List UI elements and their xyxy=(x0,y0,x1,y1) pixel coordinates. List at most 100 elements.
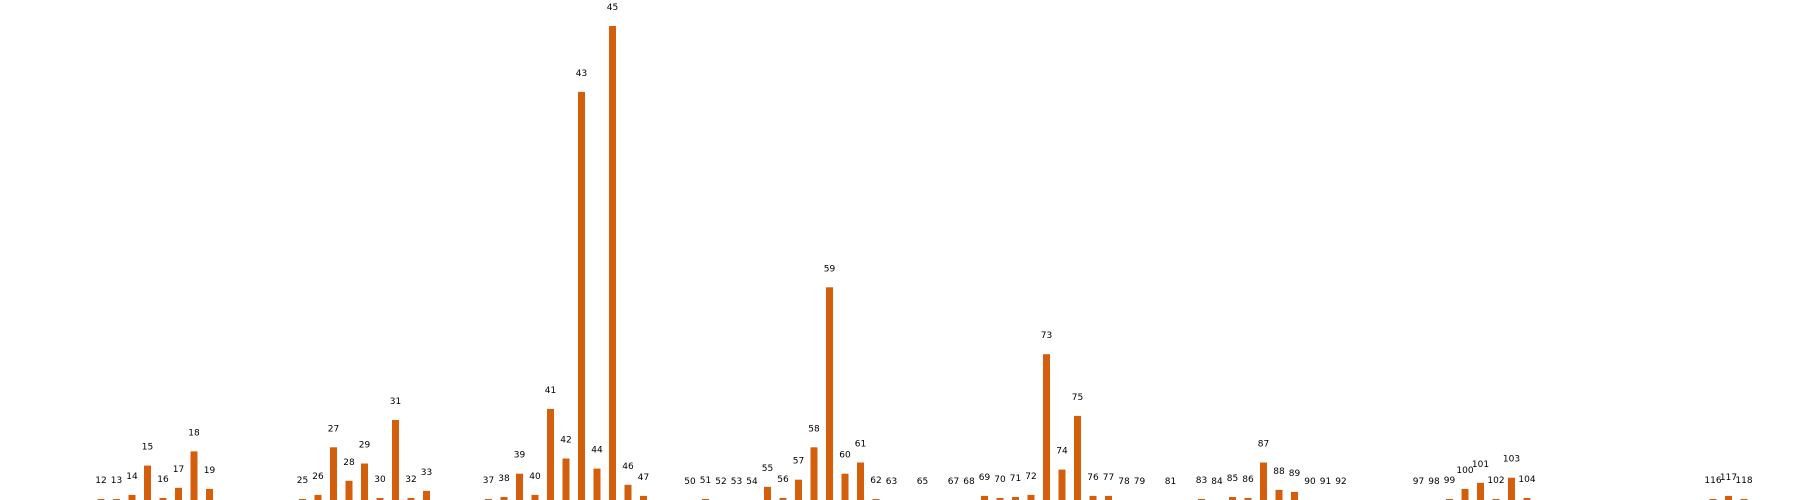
data-label-102: 102 xyxy=(1487,476,1504,486)
data-label-83: 83 xyxy=(1196,476,1207,486)
bar-31 xyxy=(392,420,399,500)
data-label-50: 50 xyxy=(684,477,696,487)
data-label-13: 13 xyxy=(111,476,122,486)
bar-41 xyxy=(547,408,554,500)
bar-76 xyxy=(1089,495,1097,500)
data-label-75: 75 xyxy=(1072,393,1083,403)
data-label-79: 79 xyxy=(1134,477,1146,487)
data-label-39: 39 xyxy=(514,451,526,461)
data-label-43: 43 xyxy=(576,69,587,79)
bar-100 xyxy=(1461,488,1469,500)
data-label-54: 54 xyxy=(746,477,758,487)
data-label-65: 65 xyxy=(917,477,928,487)
data-label-69: 69 xyxy=(979,473,991,483)
data-label-60: 60 xyxy=(839,451,851,461)
data-label-28: 28 xyxy=(343,458,355,468)
bar-56 xyxy=(779,498,787,500)
bar-43 xyxy=(578,91,585,500)
data-label-57: 57 xyxy=(793,457,804,467)
data-label-26: 26 xyxy=(312,472,324,482)
bar-42 xyxy=(562,458,570,500)
data-label-67: 67 xyxy=(948,477,959,487)
bar-series xyxy=(97,26,1748,500)
data-label-17: 17 xyxy=(173,465,184,475)
data-labels: 12 13 14 15 16 17 18 19 25 26 27 28 29 30 31 32 33 37 38 39… xyxy=(95,3,1753,487)
data-label-61: 61 xyxy=(855,440,866,450)
data-label-41: 41 xyxy=(545,386,556,396)
data-label-59: 59 xyxy=(824,264,836,274)
bar-40 xyxy=(531,494,539,500)
data-label-74: 74 xyxy=(1056,447,1068,457)
data-label-88: 88 xyxy=(1273,467,1285,477)
bar-44 xyxy=(593,468,601,500)
bar-75 xyxy=(1074,415,1081,500)
bar-60 xyxy=(841,473,849,500)
bar-18 xyxy=(190,451,198,500)
data-label-56: 56 xyxy=(777,475,789,485)
data-label-68: 68 xyxy=(963,477,975,487)
bar-55 xyxy=(764,486,771,500)
data-label-78: 78 xyxy=(1118,477,1130,487)
data-label-53: 53 xyxy=(731,477,742,487)
bar-70 xyxy=(996,498,1004,500)
bar-58 xyxy=(810,447,818,500)
data-label-44: 44 xyxy=(591,446,603,456)
data-label-55: 55 xyxy=(762,464,773,474)
data-label-73: 73 xyxy=(1041,331,1052,341)
data-label-45: 45 xyxy=(607,3,618,13)
data-label-40: 40 xyxy=(529,472,541,482)
data-label-25: 25 xyxy=(297,476,308,486)
data-label-90: 90 xyxy=(1304,477,1316,487)
bar-27 xyxy=(330,447,337,500)
data-label-37: 37 xyxy=(483,476,494,486)
data-label-19: 19 xyxy=(204,466,216,476)
data-label-52: 52 xyxy=(715,477,726,487)
data-label-27: 27 xyxy=(328,424,339,434)
bar-85 xyxy=(1229,497,1236,500)
bar-87 xyxy=(1260,462,1267,500)
data-label-92: 92 xyxy=(1335,477,1346,487)
data-label-70: 70 xyxy=(994,475,1006,485)
bar-15 xyxy=(144,465,151,500)
bar-39 xyxy=(516,473,523,500)
data-label-30: 30 xyxy=(374,475,386,485)
bar-29 xyxy=(361,463,368,500)
bar-88 xyxy=(1275,489,1283,500)
data-label-16: 16 xyxy=(157,475,169,485)
bar-71 xyxy=(1012,497,1019,500)
data-label-116: 116 xyxy=(1704,476,1721,486)
data-label-77: 77 xyxy=(1103,473,1114,483)
bar-117 xyxy=(1725,495,1732,500)
data-label-31: 31 xyxy=(390,397,401,407)
data-label-18: 18 xyxy=(188,428,200,438)
bar-28 xyxy=(345,480,353,500)
data-label-63: 63 xyxy=(886,477,897,487)
data-label-71: 71 xyxy=(1010,474,1021,484)
bar-86 xyxy=(1244,498,1252,500)
data-label-42: 42 xyxy=(560,436,571,446)
bar-46 xyxy=(624,484,632,500)
bar-73 xyxy=(1043,354,1050,500)
bar-19 xyxy=(206,488,213,500)
data-label-100: 100 xyxy=(1456,466,1473,476)
data-label-32: 32 xyxy=(405,475,416,485)
data-label-86: 86 xyxy=(1242,475,1254,485)
bar-14 xyxy=(128,494,136,500)
bar-33 xyxy=(423,490,430,500)
bar-69 xyxy=(981,495,988,500)
bar-47 xyxy=(640,495,647,500)
data-label-76: 76 xyxy=(1087,473,1099,483)
bar-103 xyxy=(1508,477,1515,500)
data-label-91: 91 xyxy=(1320,477,1331,487)
data-label-62: 62 xyxy=(870,476,881,486)
data-label-46: 46 xyxy=(622,462,634,472)
data-label-101: 101 xyxy=(1472,460,1489,470)
bar-89 xyxy=(1291,491,1298,500)
bar-72 xyxy=(1027,494,1035,500)
bar-16 xyxy=(159,498,167,500)
bar-74 xyxy=(1058,469,1066,500)
data-label-58: 58 xyxy=(808,424,820,434)
bar-38 xyxy=(500,497,508,500)
bar-30 xyxy=(376,498,384,500)
data-label-89: 89 xyxy=(1289,469,1301,479)
